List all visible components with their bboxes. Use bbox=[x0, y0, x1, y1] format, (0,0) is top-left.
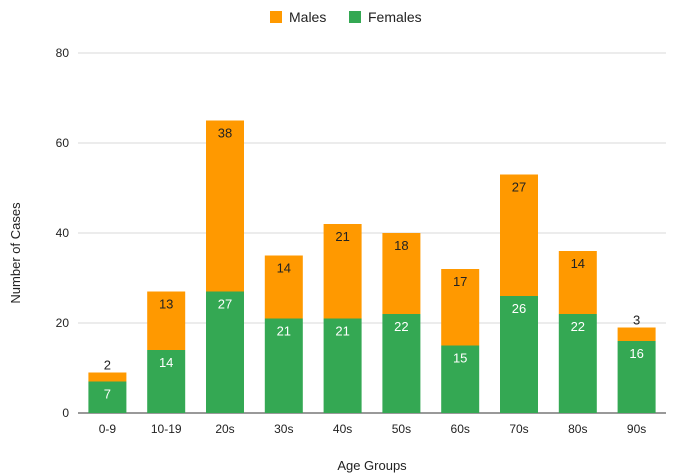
data-label-males-60s: 17 bbox=[453, 274, 467, 289]
bar-females-60s bbox=[441, 345, 480, 413]
y-tick-label: 20 bbox=[56, 316, 70, 330]
data-label-females-40s: 21 bbox=[335, 324, 349, 339]
x-tick-label: 70s bbox=[509, 422, 528, 436]
data-label-females-50s: 22 bbox=[394, 319, 408, 334]
x-tick-label: 60s bbox=[451, 422, 470, 436]
x-tick-label: 80s bbox=[568, 422, 587, 436]
data-label-males-0-9: 2 bbox=[104, 358, 111, 373]
data-label-females-70s: 26 bbox=[512, 301, 526, 316]
bar-males-70s bbox=[500, 174, 538, 296]
bar-males-20s bbox=[206, 120, 244, 292]
bar-females-80s bbox=[558, 314, 597, 413]
y-tick-label: 40 bbox=[56, 226, 70, 240]
data-label-females-20s: 27 bbox=[218, 297, 232, 312]
bar-males-80s bbox=[558, 251, 597, 314]
data-label-males-20s: 38 bbox=[218, 126, 232, 141]
data-label-males-50s: 18 bbox=[394, 238, 408, 253]
bar-females-50s bbox=[382, 314, 421, 413]
legend: Males Females bbox=[270, 9, 422, 25]
legend-swatch-males bbox=[270, 11, 282, 23]
bar-males-90s bbox=[617, 327, 656, 341]
y-tick-label: 0 bbox=[62, 406, 69, 420]
bar-females-70s bbox=[500, 296, 538, 413]
legend-label-females: Females bbox=[368, 9, 422, 25]
data-label-females-90s: 16 bbox=[629, 346, 643, 361]
data-label-females-60s: 15 bbox=[453, 351, 467, 366]
data-label-males-90s: 3 bbox=[633, 313, 640, 328]
data-labels: 7 2 14 13 27 38 21 14 21 21 22 18 15 17 26 27 22 14 16 3 bbox=[104, 126, 644, 402]
bar-males-60s bbox=[441, 269, 480, 346]
data-label-females-80s: 22 bbox=[571, 319, 585, 334]
x-axis-title: Age Groups bbox=[337, 458, 407, 473]
x-tick-label: 90s bbox=[627, 422, 646, 436]
x-axis-ticks: 0-9 10-19 20s 30s 40s 50s 60s 70s 80s 90s bbox=[99, 422, 647, 436]
bar-males-40s bbox=[323, 224, 362, 319]
bar-females-90s bbox=[617, 341, 656, 413]
y-axis-ticks: 0 20 40 60 80 bbox=[56, 46, 70, 420]
bar-males-0-9 bbox=[88, 372, 127, 382]
legend-label-males: Males bbox=[289, 9, 326, 25]
data-label-males-40s: 21 bbox=[335, 229, 349, 244]
x-tick-label: 30s bbox=[274, 422, 293, 436]
bar-females-30s bbox=[264, 318, 303, 413]
y-axis-title: Number of Cases bbox=[8, 202, 23, 304]
bar-males-50s bbox=[382, 233, 421, 314]
data-label-females-30s: 21 bbox=[277, 324, 291, 339]
bar-males-30s bbox=[264, 255, 303, 319]
x-tick-label: 10-19 bbox=[151, 422, 182, 436]
data-label-females-0-9: 7 bbox=[104, 387, 111, 402]
bar-females-0-9 bbox=[88, 381, 127, 413]
data-label-males-80s: 14 bbox=[571, 256, 585, 271]
legend-swatch-females bbox=[349, 11, 361, 23]
bar-females-10-19 bbox=[147, 350, 186, 413]
bar-females-40s bbox=[323, 318, 362, 413]
y-tick-label: 60 bbox=[56, 136, 70, 150]
x-tick-label: 50s bbox=[392, 422, 411, 436]
x-tick-label: 40s bbox=[333, 422, 352, 436]
x-tick-label: 0-9 bbox=[99, 422, 117, 436]
x-tick-label: 20s bbox=[215, 422, 234, 436]
data-label-females-10-19: 14 bbox=[159, 355, 173, 370]
data-label-males-70s: 27 bbox=[512, 180, 526, 195]
bar-females-20s bbox=[206, 291, 244, 413]
bar-males-10-19 bbox=[147, 291, 186, 350]
data-label-males-10-19: 13 bbox=[159, 297, 173, 312]
bars bbox=[88, 120, 656, 413]
data-label-males-30s: 14 bbox=[277, 261, 291, 276]
y-tick-label: 80 bbox=[56, 46, 70, 60]
